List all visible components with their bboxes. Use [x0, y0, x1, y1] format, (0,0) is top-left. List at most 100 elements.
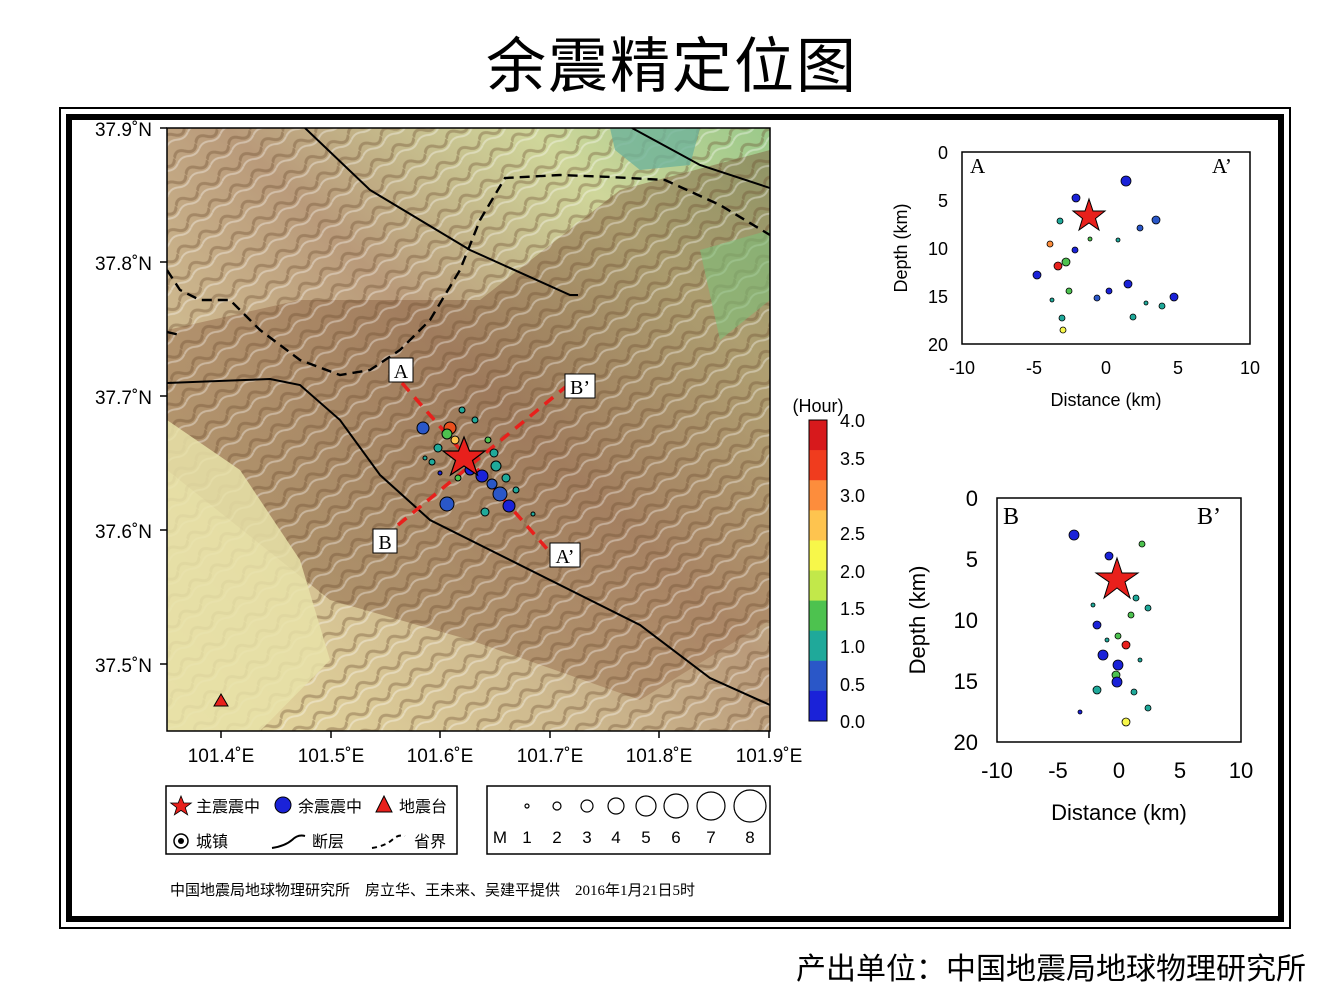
aftershock-dot: [501, 473, 511, 483]
svg-text:城镇: 城镇: [196, 833, 228, 851]
svg-text:10: 10: [954, 608, 978, 633]
lon-label: 101.8˚E: [626, 746, 693, 767]
profile-aa-mainshock-star: [1071, 197, 1107, 232]
aftershock-dot: [471, 416, 479, 424]
lat-axis-labels: 37.9˚N 37.8˚N 37.7˚N 37.6˚N 37.5˚N: [95, 120, 152, 677]
profile-aa-hypocenters: [1032, 175, 1179, 334]
lat-label: 37.8˚N: [95, 254, 152, 275]
mainshock-star: [441, 435, 487, 477]
lon-label: 101.5˚E: [298, 746, 365, 767]
aftershock-dot: [490, 460, 502, 472]
aftershock-dot: [422, 455, 428, 461]
svg-text:10: 10: [1240, 358, 1260, 378]
svg-text:5: 5: [938, 191, 948, 211]
svg-text:5: 5: [641, 828, 650, 847]
svg-text:3: 3: [582, 828, 591, 847]
lat-label: 37.5˚N: [95, 656, 152, 677]
svg-text:1: 1: [522, 828, 531, 847]
province-boundary-west: [167, 330, 181, 337]
lon-label: 101.6˚E: [407, 746, 474, 767]
outer-frame: [59, 107, 1291, 929]
profile-bb-plot: B B’ -10 -5 0 5 10 0 5 10 15 20 Distance…: [889, 480, 1259, 830]
svg-text:主震震中: 主震震中: [196, 798, 260, 816]
colorbar-cell: [809, 510, 827, 541]
aftershock-dot: [428, 458, 436, 466]
colorbar-border: [808, 419, 828, 722]
svg-text:地震台: 地震台: [399, 798, 447, 816]
svg-text:0: 0: [966, 486, 978, 511]
fault-line-main: [167, 377, 770, 706]
svg-text:B’: B’: [1197, 504, 1221, 530]
aftershock-dot: [480, 507, 490, 517]
svg-text:2: 2: [552, 828, 561, 847]
svg-text:Distance (km): Distance (km): [1050, 390, 1161, 410]
svg-text:1.5: 1.5: [840, 599, 865, 619]
aftershock-dot: [441, 428, 453, 440]
svg-text:-10: -10: [949, 358, 975, 378]
profile-bb-mainshock-star: [1094, 556, 1140, 600]
svg-text:6: 6: [671, 828, 680, 847]
lowland-east: [700, 230, 770, 340]
svg-text:5: 5: [1173, 358, 1183, 378]
province-boundary: [167, 173, 770, 377]
svg-text:B’: B’: [570, 377, 590, 399]
inner-frame: [66, 114, 1284, 922]
svg-text:A’: A’: [556, 546, 575, 568]
svg-text:-10: -10: [981, 758, 1013, 783]
lon-label: 101.4˚E: [188, 746, 255, 767]
legend-fault-icon: [271, 834, 306, 849]
colorbar-cell: [809, 450, 827, 481]
svg-text:3.0: 3.0: [840, 486, 865, 506]
svg-text:Depth (km): Depth (km): [905, 566, 930, 675]
svg-text:B: B: [1003, 504, 1019, 530]
svg-text:-5: -5: [1048, 758, 1068, 783]
aftershock-cluster: [416, 406, 536, 517]
svg-text:0.5: 0.5: [840, 675, 865, 695]
colorbar-ticks: 4.0 3.5 3.0 2.5 2.0 1.5 1.0 0.5 0.0: [840, 411, 865, 732]
colorbar-cell: [809, 690, 827, 722]
aftershock-dot: [530, 511, 536, 517]
svg-text:8: 8: [745, 828, 754, 847]
profile-label-b: B: [372, 528, 398, 554]
lat-label: 37.7˚N: [95, 388, 152, 409]
svg-text:M: M: [493, 828, 507, 847]
seismic-station-triangle: [213, 693, 229, 707]
svg-text:断层: 断层: [312, 833, 344, 851]
aftershock-dot: [458, 406, 466, 414]
svg-text:-5: -5: [1026, 358, 1042, 378]
colorbar-cell: [809, 570, 827, 602]
aftershock-dot: [475, 469, 489, 483]
svg-text:4.0: 4.0: [840, 411, 865, 431]
fault-line-north: [304, 128, 578, 296]
lon-axis-labels: 101.4˚E 101.5˚E 101.6˚E 101.7˚E 101.8˚E …: [188, 746, 803, 767]
time-colorbar: (Hour) 4.0 3.5 3.0 2.5 2.0 1.5 1.0 0.5 0…: [792, 396, 865, 732]
lon-label: 101.7˚E: [517, 746, 584, 767]
aftershock-dot: [502, 499, 516, 513]
producer-credit: 产出单位：中国地震局地球物理研究所: [796, 952, 1306, 987]
svg-text:5: 5: [1174, 758, 1186, 783]
aftershock-dot: [492, 486, 508, 502]
aftershock-dot: [512, 486, 520, 494]
svg-text:15: 15: [954, 669, 978, 694]
aftershock-dot: [450, 435, 460, 445]
svg-text:A: A: [970, 154, 986, 178]
svg-text:10: 10: [1229, 758, 1253, 783]
svg-text:4: 4: [611, 828, 620, 847]
aftershock-dot: [486, 478, 498, 490]
aftershock-dot: [439, 496, 455, 512]
svg-text:0: 0: [1101, 358, 1111, 378]
map-border: [166, 127, 771, 732]
svg-text:A: A: [394, 361, 409, 383]
svg-text:0: 0: [1113, 758, 1125, 783]
colorbar-cell: [809, 600, 827, 632]
aftershock-dot: [454, 474, 462, 482]
svg-text:7: 7: [706, 828, 715, 847]
fault-line-northeast: [631, 128, 770, 189]
svg-text:A’: A’: [1212, 154, 1232, 178]
svg-text:5: 5: [966, 547, 978, 572]
svg-text:15: 15: [928, 287, 948, 307]
aftershock-dot: [489, 448, 499, 458]
svg-text:3.5: 3.5: [840, 449, 865, 469]
lon-label: 101.9˚E: [736, 746, 803, 767]
profile-label-a: A: [388, 357, 414, 383]
